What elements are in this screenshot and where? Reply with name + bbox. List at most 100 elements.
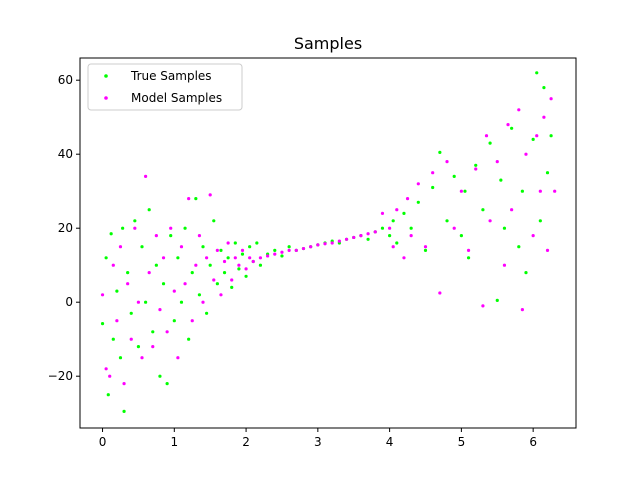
data-point <box>194 197 198 201</box>
data-point <box>106 393 110 397</box>
data-point <box>395 208 399 212</box>
data-point <box>531 137 535 141</box>
data-point <box>287 245 291 249</box>
data-point <box>158 374 162 378</box>
data-point <box>240 252 245 256</box>
data-point <box>395 241 399 245</box>
data-point <box>510 208 514 212</box>
data-point <box>438 291 442 295</box>
data-point <box>115 319 119 323</box>
data-point <box>549 97 553 101</box>
data-point <box>205 311 209 315</box>
data-point <box>520 308 524 312</box>
data-point <box>215 282 219 286</box>
data-point <box>535 71 539 75</box>
data-point <box>542 86 546 90</box>
data-point <box>488 141 492 145</box>
data-point <box>423 248 428 252</box>
data-point <box>445 219 449 223</box>
chart-title: Samples <box>294 34 362 53</box>
data-point <box>545 248 550 252</box>
data-point <box>409 226 413 230</box>
data-point <box>488 219 492 223</box>
data-point <box>104 256 108 260</box>
data-point <box>197 234 202 238</box>
data-point <box>258 263 263 267</box>
data-point <box>190 271 194 275</box>
data-point <box>244 267 248 271</box>
data-point <box>431 185 435 190</box>
x-tick-label: 3 <box>314 435 322 449</box>
data-point <box>222 259 227 264</box>
data-point <box>520 189 524 193</box>
data-point <box>108 374 112 378</box>
data-point <box>452 174 456 178</box>
data-point <box>100 293 105 297</box>
data-point <box>169 234 173 238</box>
data-point <box>438 150 442 154</box>
data-point <box>154 234 158 238</box>
data-point <box>248 256 252 260</box>
data-point <box>445 160 449 164</box>
x-axis-ticks: 0 1 2 3 4 5 6 <box>99 428 537 449</box>
data-point <box>542 115 546 119</box>
data-point <box>280 250 284 254</box>
data-point <box>122 382 126 386</box>
y-axis-ticks: −20 0 20 40 60 <box>48 73 80 383</box>
data-point <box>255 241 259 245</box>
data-point <box>531 234 535 238</box>
data-point <box>115 289 119 293</box>
data-point <box>459 189 463 193</box>
data-point <box>251 259 255 264</box>
data-point <box>111 263 115 267</box>
data-point <box>266 254 270 258</box>
data-point <box>366 237 370 241</box>
data-point <box>553 189 557 193</box>
data-point <box>172 319 176 323</box>
data-point <box>373 230 377 234</box>
data-point <box>201 300 205 304</box>
data-point <box>431 171 435 175</box>
data-point <box>391 245 395 249</box>
data-point <box>366 232 370 236</box>
data-point <box>226 241 230 245</box>
data-point <box>100 322 105 326</box>
data-point <box>474 167 478 171</box>
legend-label: True Samples <box>130 69 212 83</box>
data-point <box>215 248 219 252</box>
data-point <box>481 208 485 212</box>
data-point <box>244 274 248 278</box>
data-point <box>380 211 385 215</box>
data-point <box>201 245 205 249</box>
data-point <box>309 245 313 249</box>
data-point <box>535 134 539 138</box>
data-point <box>391 219 395 223</box>
data-point <box>273 248 277 252</box>
data-point <box>463 189 467 193</box>
data-point <box>226 256 230 260</box>
data-point <box>538 219 542 223</box>
data-point <box>287 248 291 252</box>
data-point <box>416 182 420 186</box>
data-point <box>474 163 478 167</box>
data-point <box>359 234 363 238</box>
data-point <box>187 337 191 341</box>
x-tick-label: 0 <box>99 435 107 449</box>
data-point <box>466 256 471 260</box>
legend: True Samples Model Samples <box>87 63 243 111</box>
data-point <box>129 337 133 341</box>
data-point <box>158 308 162 312</box>
data-point <box>323 242 327 246</box>
x-tick-label: 2 <box>242 435 250 449</box>
data-point <box>481 304 485 308</box>
data-point <box>176 356 180 360</box>
data-point <box>147 271 151 275</box>
data-point <box>219 248 223 252</box>
plot-frame <box>79 57 577 429</box>
data-point <box>459 234 463 238</box>
data-point <box>187 197 191 201</box>
data-point <box>183 282 187 286</box>
data-point <box>190 319 194 323</box>
data-point <box>330 241 334 245</box>
